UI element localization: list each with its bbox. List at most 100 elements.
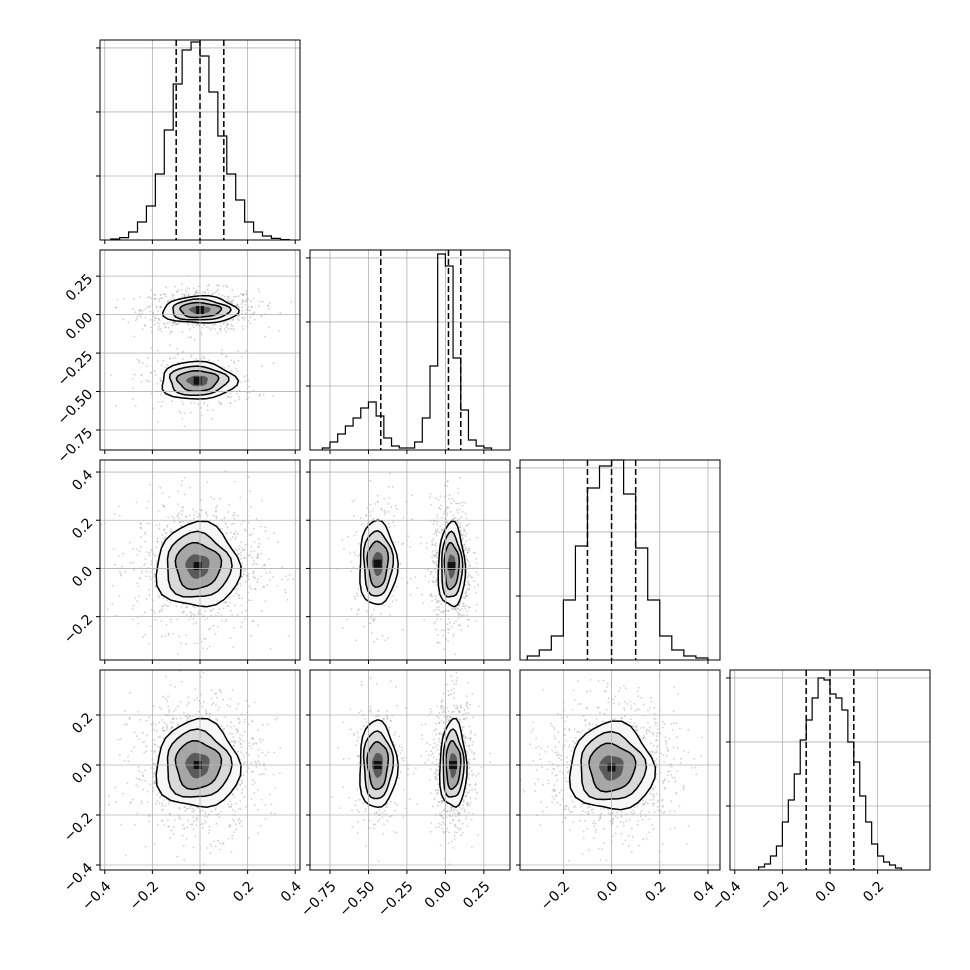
scatter-point xyxy=(225,355,228,358)
scatter-point xyxy=(443,648,445,651)
scatter-point xyxy=(464,529,466,532)
scatter-point xyxy=(350,570,353,573)
scatter-point xyxy=(372,517,375,520)
scatter-point xyxy=(453,500,456,502)
histogram-3-steps xyxy=(757,677,903,870)
scatter-point xyxy=(129,691,131,694)
scatter-point xyxy=(236,788,239,791)
scatter-point xyxy=(190,336,193,339)
scatter-point xyxy=(209,329,212,331)
scatter-point xyxy=(226,298,229,300)
scatter-point xyxy=(171,296,174,299)
scatter-point xyxy=(251,719,254,722)
scatter-point xyxy=(247,476,250,479)
scatter-point xyxy=(229,726,232,728)
scatter-point xyxy=(471,744,474,746)
scatter-point xyxy=(185,634,188,637)
scatter-point xyxy=(469,703,471,706)
scatter-point xyxy=(465,817,467,820)
scatter-point xyxy=(411,494,413,497)
scatter-point xyxy=(159,486,162,489)
panel-3-1 xyxy=(331,670,492,866)
scatter-point xyxy=(251,737,254,740)
scatter-point xyxy=(243,317,246,319)
scatter-point xyxy=(236,393,239,395)
scatter-point xyxy=(240,551,242,554)
scatter-point xyxy=(421,593,423,596)
scatter-point xyxy=(129,801,132,803)
scatter-point xyxy=(242,753,244,755)
scatter-point xyxy=(144,780,147,782)
scatter-point xyxy=(235,530,237,533)
scatter-point xyxy=(466,701,469,704)
density-peak xyxy=(373,559,382,568)
scatter-point xyxy=(452,710,455,713)
scatter-point xyxy=(250,634,253,637)
scatter-point xyxy=(446,521,448,524)
scatter-point xyxy=(260,315,263,317)
scatter-point xyxy=(252,737,255,740)
scatter-point xyxy=(453,607,456,610)
scatter-point xyxy=(250,533,253,536)
scatter-point xyxy=(180,680,183,683)
scatter-point xyxy=(200,823,203,825)
scatter-point xyxy=(351,500,354,503)
scatter-point xyxy=(435,553,437,556)
scatter-point xyxy=(227,395,230,398)
scatter-point xyxy=(127,321,130,324)
scatter-point xyxy=(234,742,237,744)
scatter-point xyxy=(158,523,161,526)
scatter-point xyxy=(157,420,160,423)
scatter-point xyxy=(163,824,166,826)
scatter-point xyxy=(156,382,159,385)
scatter-point xyxy=(248,386,251,388)
scatter-point xyxy=(436,641,439,644)
scatter-point xyxy=(439,508,442,510)
scatter-point xyxy=(183,412,186,414)
scatter-point xyxy=(192,623,195,625)
scatter-point xyxy=(146,801,149,803)
scatter-point xyxy=(196,817,199,820)
scatter-point xyxy=(149,783,151,786)
scatter-point xyxy=(402,542,404,545)
scatter-point xyxy=(162,808,165,811)
scatter-point xyxy=(138,308,141,311)
scatter-point xyxy=(457,522,459,524)
scatter-point xyxy=(193,293,196,296)
scatter-point xyxy=(180,525,183,528)
scatter-point xyxy=(172,517,175,519)
scatter-point xyxy=(236,303,239,306)
scatter-point xyxy=(232,740,235,743)
scatter-point xyxy=(145,575,147,578)
scatter-point xyxy=(240,523,243,526)
scatter-point xyxy=(156,745,159,748)
scatter-point xyxy=(253,527,255,530)
scatter-point xyxy=(475,620,478,622)
scatter-point xyxy=(476,791,478,794)
scatter-point xyxy=(467,625,470,627)
scatter-point xyxy=(371,614,374,616)
scatter-point xyxy=(240,293,242,295)
scatter-point xyxy=(217,625,219,628)
scatter-point xyxy=(154,743,157,746)
scatter-point xyxy=(468,804,471,807)
scatter-point xyxy=(245,349,247,352)
scatter-point xyxy=(466,524,468,526)
scatter-point xyxy=(254,760,257,763)
scatter-point xyxy=(440,527,443,530)
scatter-point xyxy=(426,541,428,544)
scatter-point xyxy=(192,322,195,325)
scatter-point xyxy=(164,675,167,678)
scatter-point xyxy=(215,704,217,707)
scatter-point xyxy=(259,740,262,743)
scatter-point xyxy=(435,532,438,535)
scatter-point xyxy=(286,598,289,601)
scatter-point xyxy=(170,727,173,730)
scatter-point xyxy=(108,803,110,806)
scatter-point xyxy=(172,357,174,360)
scatter-point xyxy=(189,411,192,414)
scatter-point xyxy=(201,705,204,708)
scatter-point xyxy=(459,613,462,616)
scatter-point xyxy=(436,556,438,559)
scatter-point xyxy=(241,356,243,358)
